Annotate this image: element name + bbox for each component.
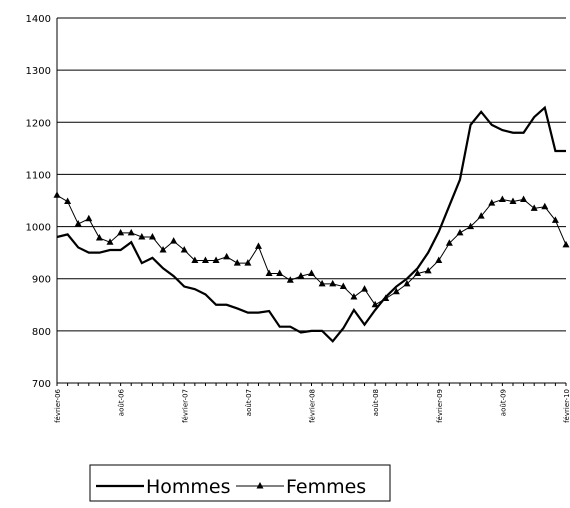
data-point bbox=[191, 256, 199, 263]
data-point bbox=[170, 237, 178, 244]
x-tick-label: août-06 bbox=[118, 388, 126, 416]
data-point bbox=[361, 285, 369, 292]
data-point bbox=[297, 272, 305, 279]
data-point bbox=[382, 294, 390, 302]
data-point bbox=[308, 269, 315, 276]
y-tick-label: 1200 bbox=[26, 118, 51, 129]
data-point bbox=[159, 246, 167, 253]
data-point bbox=[329, 279, 337, 287]
x-tick-label: août-09 bbox=[499, 389, 507, 416]
y-tick-label: 1300 bbox=[26, 66, 51, 77]
data-point bbox=[223, 252, 231, 260]
data-point bbox=[562, 240, 570, 248]
data-point bbox=[127, 228, 135, 236]
legend-box bbox=[89, 464, 391, 502]
data-point bbox=[286, 276, 294, 283]
data-point bbox=[498, 195, 506, 202]
data-point bbox=[180, 246, 188, 253]
data-point bbox=[148, 233, 156, 240]
data-point bbox=[509, 197, 517, 205]
data-point bbox=[530, 204, 538, 211]
data-point bbox=[233, 259, 241, 266]
x-tick-label: août-07 bbox=[245, 389, 253, 416]
data-point bbox=[265, 269, 273, 276]
data-point bbox=[244, 259, 252, 266]
data-point bbox=[95, 234, 103, 241]
data-point bbox=[551, 216, 559, 223]
data-point bbox=[435, 256, 443, 263]
data-point bbox=[254, 242, 262, 249]
data-point bbox=[456, 228, 464, 236]
x-tick-label: février-06 bbox=[54, 388, 62, 422]
data-point bbox=[445, 239, 453, 246]
data-point bbox=[467, 222, 475, 230]
data-point bbox=[403, 279, 411, 287]
legend-label: Femmes bbox=[286, 476, 366, 498]
data-point bbox=[488, 199, 496, 206]
series-line bbox=[56, 105, 566, 343]
data-point bbox=[212, 256, 220, 263]
y-tick-label: 800 bbox=[32, 327, 51, 338]
data-point bbox=[371, 300, 379, 308]
x-tick-label: février-07 bbox=[181, 389, 189, 423]
y-tick-label: 1400 bbox=[26, 14, 51, 25]
legend-marker bbox=[256, 482, 264, 489]
legend-label: Hommes bbox=[146, 476, 231, 498]
data-point bbox=[85, 214, 93, 222]
y-tick-label: 1100 bbox=[26, 170, 51, 181]
data-point bbox=[477, 212, 485, 219]
data-point bbox=[64, 197, 72, 205]
data-point bbox=[414, 269, 422, 276]
data-point bbox=[74, 219, 82, 227]
data-point bbox=[339, 282, 347, 290]
x-tick-label: février-09 bbox=[436, 389, 444, 423]
data-point bbox=[520, 195, 528, 202]
data-point bbox=[350, 292, 358, 300]
data-point bbox=[541, 202, 549, 210]
y-tick-label: 900 bbox=[32, 275, 51, 286]
data-point bbox=[106, 238, 114, 245]
data-point bbox=[117, 228, 125, 236]
data-point bbox=[318, 279, 326, 287]
y-tick-label: 700 bbox=[32, 379, 51, 390]
x-tick-label: février-10 bbox=[563, 389, 570, 423]
data-point bbox=[424, 266, 432, 274]
x-tick-label: février-08 bbox=[309, 389, 317, 423]
data-point bbox=[138, 233, 146, 240]
data-point bbox=[201, 256, 209, 263]
data-point bbox=[53, 191, 61, 198]
series-line bbox=[56, 194, 567, 306]
data-point bbox=[392, 287, 400, 295]
x-tick-label: août-08 bbox=[372, 389, 380, 416]
y-tick-label: 1000 bbox=[26, 223, 51, 234]
data-point bbox=[276, 269, 284, 276]
